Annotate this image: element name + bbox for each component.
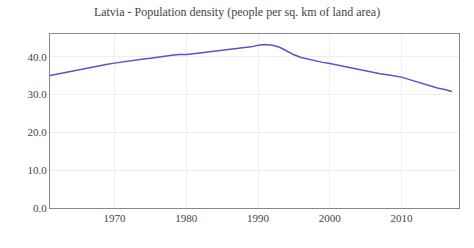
svg-text:2000: 2000: [319, 212, 342, 224]
svg-text:30.0: 30.0: [28, 88, 48, 100]
svg-text:40.0: 40.0: [28, 51, 48, 63]
svg-text:0.0: 0.0: [33, 202, 47, 214]
svg-text:20.0: 20.0: [28, 126, 48, 138]
svg-text:1970: 1970: [104, 212, 127, 224]
svg-text:Latvia - Population density (p: Latvia - Population density (people per …: [94, 5, 380, 19]
svg-text:1980: 1980: [175, 212, 198, 224]
svg-text:1990: 1990: [247, 212, 270, 224]
svg-text:10.0: 10.0: [28, 164, 48, 176]
svg-text:2010: 2010: [391, 212, 414, 224]
